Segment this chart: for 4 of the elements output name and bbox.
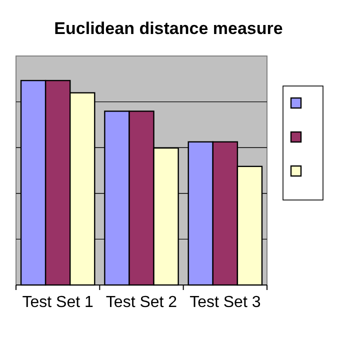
chart-title: Euclidean distance measure: [54, 19, 283, 38]
x-tick-label: Test Set 3: [190, 294, 261, 311]
x-tick-label: Test Set 2: [106, 294, 178, 311]
x-tick-label: Test Set 1: [22, 294, 94, 311]
